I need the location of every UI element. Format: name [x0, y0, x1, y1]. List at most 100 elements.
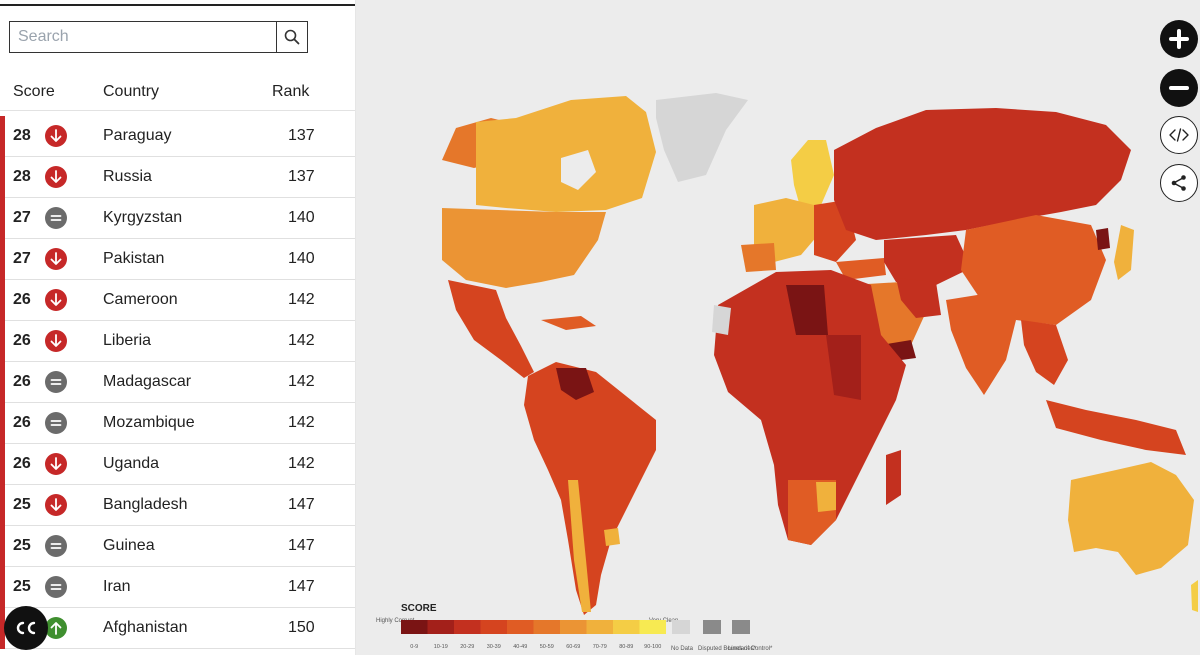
country-name[interactable]: Paraguay	[103, 127, 172, 144]
cc-icon	[16, 621, 36, 635]
country-name[interactable]: Russia	[103, 168, 152, 185]
legend-title: SCORE	[401, 603, 437, 614]
region-new-zealand	[1191, 580, 1198, 612]
country-column-header[interactable]: Country	[103, 83, 160, 100]
region-greenland	[656, 93, 748, 182]
rank-value: 142	[288, 414, 315, 431]
arrow-up-icon	[45, 617, 67, 639]
legend-bin-swatch	[613, 620, 640, 634]
country-name[interactable]: Kyrgyzstan	[103, 209, 183, 226]
region-scandinavia	[791, 140, 834, 210]
arrow-down-icon	[45, 330, 67, 352]
legend-bin-swatch	[427, 620, 454, 634]
table-header: Score Country Rank	[0, 78, 355, 111]
cookie-consent-button[interactable]	[4, 606, 48, 650]
legend-bin-swatch	[507, 620, 534, 634]
table-row[interactable]: 27 Kyrgyzstan 140	[0, 198, 355, 239]
score-legend: SCORE Highly Corrupt Very Clean 0-910-19…	[376, 603, 773, 652]
legend-bin-swatch	[533, 620, 560, 634]
legend-bin-label: 10-19	[434, 644, 448, 650]
score-value: 26	[13, 291, 31, 308]
search-input[interactable]	[10, 22, 276, 52]
country-name[interactable]: Cameroon	[103, 291, 178, 308]
table-row[interactable]: 25 Iran 147	[0, 567, 355, 608]
table-row[interactable]: 26 Liberia 142	[0, 321, 355, 362]
score-column-header[interactable]: Score	[13, 83, 55, 100]
embed-button[interactable]	[1160, 116, 1198, 154]
equal-icon	[45, 576, 67, 598]
legend-bin-label: 0-9	[410, 644, 418, 650]
equal-icon	[45, 207, 67, 229]
legend-no-data-label: No Data	[671, 646, 694, 652]
rank-value: 140	[288, 209, 315, 226]
search-box	[9, 21, 308, 53]
region-indonesia	[1046, 400, 1186, 455]
share-button[interactable]	[1160, 164, 1198, 202]
legend-bin-label: 80-89	[619, 644, 633, 650]
country-name[interactable]: Afghanistan	[103, 619, 188, 636]
region-uruguay	[604, 528, 620, 546]
country-name[interactable]: Iran	[103, 578, 131, 595]
search-button[interactable]	[276, 22, 307, 52]
arrow-down-icon	[45, 125, 67, 147]
region-chile	[568, 480, 591, 612]
table-row[interactable]: 25 Bangladesh 147	[0, 485, 355, 526]
region-turkey	[836, 258, 886, 280]
region-venezuela	[556, 368, 594, 400]
score-value: 26	[13, 414, 31, 431]
arrow-down-icon	[45, 494, 67, 516]
country-name[interactable]: Madagascar	[103, 373, 192, 390]
rank-value: 140	[288, 250, 315, 267]
legend-bin-label: 50-59	[540, 644, 554, 650]
country-name[interactable]: Uganda	[103, 455, 160, 472]
table-row[interactable]: 28 Russia 137	[0, 157, 355, 198]
legend-bin-label: 40-49	[513, 644, 527, 650]
region-japan	[1114, 225, 1134, 280]
score-value: 25	[13, 537, 31, 554]
world-map[interactable]	[356, 0, 1200, 655]
region-mexico	[448, 280, 534, 378]
rank-value: 147	[288, 496, 315, 513]
table-row[interactable]: 24Afghanistan150	[0, 608, 355, 649]
table-row[interactable]: 25 Guinea 147	[0, 526, 355, 567]
hudson-bay	[561, 150, 596, 190]
score-value: 25	[13, 496, 31, 513]
legend-bin-swatch	[560, 620, 587, 634]
arrow-down-icon	[45, 166, 67, 188]
country-name[interactable]: Liberia	[103, 332, 152, 349]
legend-low-label: Highly Corrupt	[376, 618, 415, 624]
table-row[interactable]: 26 Madagascar 142	[0, 362, 355, 403]
legend-no-data-swatch	[672, 620, 690, 634]
legend-bin-label: 30-39	[487, 644, 501, 650]
legend-bin-label: 20-29	[460, 644, 474, 650]
score-value: 26	[13, 332, 31, 349]
table-row[interactable]: 27 Pakistan 140	[0, 239, 355, 280]
code-icon	[1169, 128, 1189, 142]
table-row[interactable]: 26 Cameroon 142	[0, 280, 355, 321]
rank-column-header[interactable]: Rank	[272, 83, 310, 100]
legend-bin-swatch	[480, 620, 507, 634]
table-row[interactable]: 26 Mozambique 142	[0, 403, 355, 444]
legend-bin-label: 70-79	[593, 644, 607, 650]
legend-bin-swatch	[401, 620, 428, 634]
legend-bin-swatch	[586, 620, 613, 634]
equal-icon	[45, 412, 67, 434]
legend-bin-label: 90-100	[644, 644, 661, 650]
country-name[interactable]: Bangladesh	[103, 496, 188, 513]
table-row[interactable]: 28 Paraguay 137	[0, 116, 355, 157]
zoom-in-button[interactable]	[1160, 20, 1198, 58]
region-north-korea	[1096, 228, 1110, 250]
country-name[interactable]: Pakistan	[103, 250, 165, 267]
country-name[interactable]: Mozambique	[103, 414, 195, 431]
table-row[interactable]: 26 Uganda 142	[0, 444, 355, 485]
country-name[interactable]: Guinea	[103, 537, 155, 554]
score-value: 27	[13, 209, 31, 226]
arrow-down-icon	[45, 453, 67, 475]
region-caribbean	[541, 316, 596, 330]
legend-lines-swatch	[732, 620, 750, 634]
legend-bin-swatch	[639, 620, 666, 634]
zoom-out-button[interactable]	[1160, 69, 1198, 107]
rank-value: 137	[288, 127, 315, 144]
region-southeast-asia	[1021, 320, 1068, 385]
equal-icon	[45, 535, 67, 557]
